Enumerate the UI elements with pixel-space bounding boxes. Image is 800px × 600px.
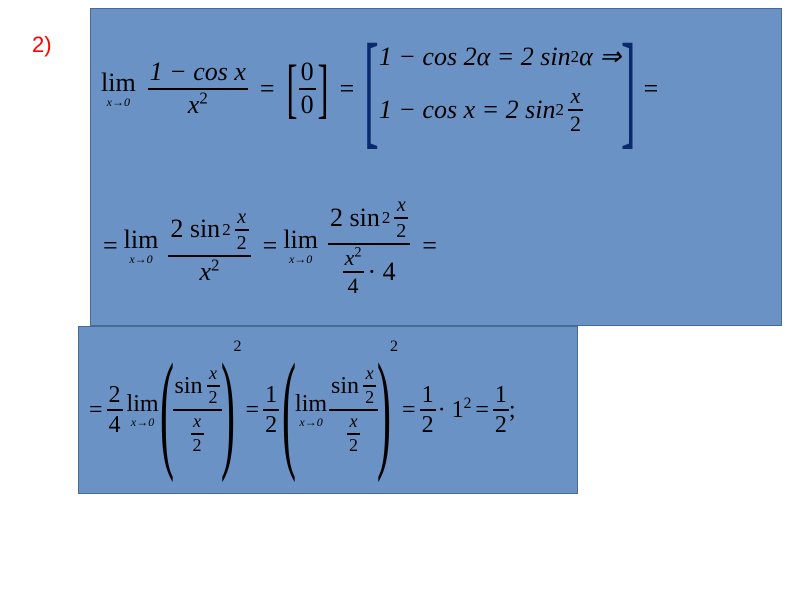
fracA-den: x2 <box>197 257 221 287</box>
id-top-lhs: 1 − cos 2α = 2 sin <box>379 42 571 72</box>
limit-3b: lim x→0 <box>295 392 327 428</box>
one-sq: · 12 <box>438 397 472 424</box>
item-number-text: 2) <box>32 32 52 57</box>
limit-1: lim x→0 <box>101 70 136 108</box>
identity-column: 1 − cos 2α = 2 sin2 α ⇒ 1 − cos x = 2 si… <box>379 42 621 136</box>
frac-B: 2 sin2 x 2 x2 4 · 4 <box>328 194 410 298</box>
bracket-open-small: [ <box>286 56 297 122</box>
equation-line-3: = 2 4 lim x→0 ( sin x 2 x <box>85 335 516 485</box>
eq-1b: = <box>340 74 355 104</box>
half-3: 1 2 <box>493 382 509 439</box>
identity-top: 1 − cos 2α = 2 sin2 α ⇒ <box>379 42 621 72</box>
big-bracket-open: [ <box>364 39 379 139</box>
math-block-1: lim x→0 1 − cos x x2 = [ 0 0 ] = [ 1 − c… <box>90 8 782 326</box>
paren-close-2: ) <box>377 370 391 450</box>
fracB-num: 2 sin2 x 2 <box>328 194 410 243</box>
coef-2-4: 2 4 <box>107 382 123 439</box>
id-bot-frac: x 2 <box>568 84 583 136</box>
fracB-den: x2 4 · 4 <box>341 245 398 298</box>
big-bracket-close: ] <box>621 39 636 139</box>
zz-den: 0 <box>299 90 316 120</box>
math-block-2: = 2 4 lim x→0 ( sin x 2 x <box>78 326 578 494</box>
eq-2a: = <box>103 231 118 261</box>
lim-word: lim <box>101 70 136 96</box>
eq-3b: = <box>246 397 260 424</box>
inner-frac-2: sin x 2 x 2 <box>329 364 378 455</box>
fracA-num: 2 sin2 x 2 <box>168 206 250 255</box>
paren-close-1: ) <box>220 370 234 450</box>
limit-2b: lim x→0 <box>283 227 318 265</box>
eq-3c: = <box>402 397 416 424</box>
id-top-rhs: α ⇒ <box>579 42 621 72</box>
fracA-num-x2: x 2 <box>235 206 249 254</box>
equation-line-1: lim x→0 1 − cos x x2 = [ 0 0 ] = [ 1 − c… <box>101 23 658 155</box>
eq-3a: = <box>89 397 103 424</box>
zero-over-zero: 0 0 <box>299 58 316 119</box>
eq-2b: = <box>263 231 278 261</box>
fracB-num-x2: x 2 <box>394 194 408 242</box>
zz-num: 0 <box>299 58 316 88</box>
equation-line-2: = lim x→0 2 sin2 x 2 x2 = lim x→0 <box>97 171 443 321</box>
id-bot-lhs: 1 − cos x = 2 sin <box>379 95 556 125</box>
paren-open-2: ( <box>282 370 296 450</box>
inner-frac-1: sin x 2 x 2 <box>173 364 222 455</box>
paren-open-1: ( <box>160 370 174 450</box>
frac1-num: 1 − cos x <box>148 58 248 88</box>
fracB-den-tail: · 4 <box>368 258 396 287</box>
eq-2c: = <box>422 231 437 261</box>
limit-3a: lim x→0 <box>127 392 159 428</box>
lim-sub: x→0 <box>107 96 130 108</box>
semicolon: ; <box>509 397 516 424</box>
half-1: 1 2 <box>263 382 279 439</box>
fracB-den-x24: x2 4 <box>343 246 364 298</box>
eq-1c: = <box>644 74 659 104</box>
frac-A: 2 sin2 x 2 x2 <box>168 206 250 287</box>
identity-bottom: 1 − cos x = 2 sin2 x 2 <box>379 84 583 136</box>
frac-1-cosx-over-x2: 1 − cos x x2 <box>148 58 248 119</box>
frac1-den: x2 <box>186 90 210 120</box>
limit-2a: lim x→0 <box>124 227 159 265</box>
eq-1a: = <box>260 74 275 104</box>
item-number-label: 2) <box>32 32 52 58</box>
half-2: 1 2 <box>420 382 436 439</box>
eq-3d: = <box>475 397 489 424</box>
bracket-close-small: ] <box>317 56 328 122</box>
